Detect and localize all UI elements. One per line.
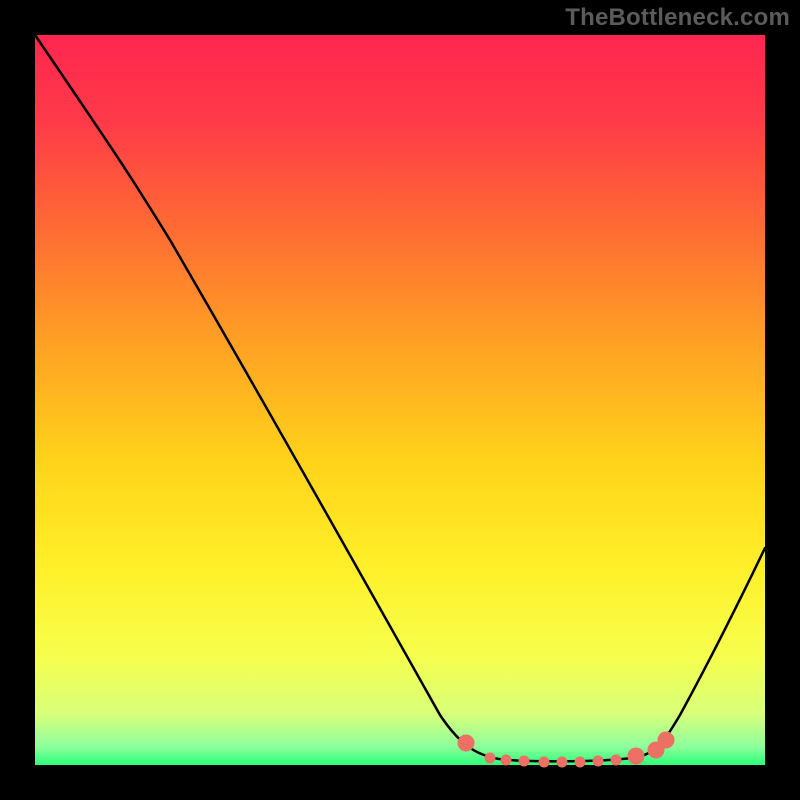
watermark-text: TheBottleneck.com: [565, 4, 790, 32]
optimal-point: [539, 757, 550, 768]
chart-frame: TheBottleneck.com: [0, 0, 800, 800]
optimal-point: [575, 757, 586, 768]
optimal-point: [658, 732, 675, 749]
optimal-point: [557, 757, 568, 768]
optimal-point: [485, 753, 496, 764]
gradient-background: [35, 35, 765, 765]
optimal-point: [519, 756, 530, 767]
optimal-point: [458, 735, 475, 752]
optimal-point: [611, 755, 622, 766]
optimal-point: [501, 755, 512, 766]
chart-svg: [0, 0, 800, 800]
plot-area: [35, 35, 765, 765]
optimal-point: [628, 748, 645, 765]
optimal-point: [593, 756, 604, 767]
